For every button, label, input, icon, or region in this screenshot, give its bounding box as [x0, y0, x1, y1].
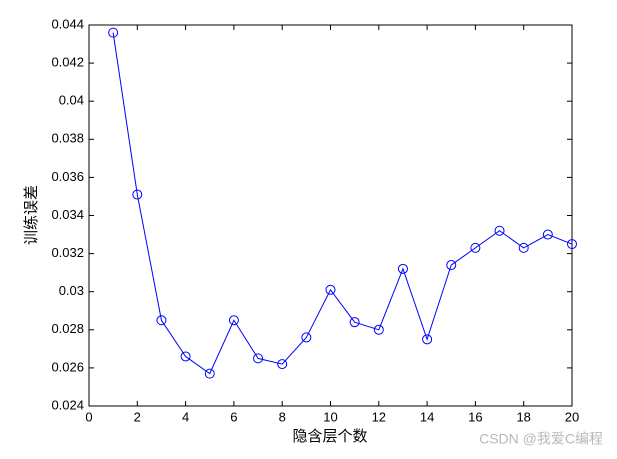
y-tick-label: 0.036 [51, 169, 84, 184]
data-point [253, 353, 264, 364]
x-tick-label: 20 [565, 409, 579, 424]
y-tick-label: 0.028 [51, 321, 84, 336]
data-point [397, 263, 408, 274]
data-point [373, 324, 384, 335]
x-tick-label: 10 [323, 409, 337, 424]
data-point [494, 225, 505, 236]
data-point [470, 242, 481, 253]
x-tick-label: 2 [134, 409, 141, 424]
data-point [132, 189, 143, 200]
x-tick-label: 18 [516, 409, 530, 424]
y-tick-label: 0.04 [59, 93, 84, 108]
y-tick-label: 0.044 [51, 16, 84, 31]
axes-box [88, 24, 573, 407]
data-point [446, 260, 457, 271]
y-tick-label: 0.024 [51, 397, 84, 412]
data-point [156, 315, 167, 326]
x-tick-label: 16 [468, 409, 482, 424]
data-point [228, 315, 239, 326]
data-point [277, 359, 288, 370]
data-point [108, 27, 119, 38]
data-point [567, 239, 577, 250]
data-point [325, 284, 336, 295]
data-point [422, 334, 433, 345]
data-point [301, 332, 312, 343]
data-point [349, 317, 360, 328]
y-tick-label: 0.032 [51, 245, 84, 260]
y-tick-label: 0.026 [51, 359, 84, 374]
y-tick-label: 0.038 [51, 131, 84, 146]
x-tick-label: 6 [230, 409, 237, 424]
data-point [180, 351, 191, 362]
data-point [542, 229, 553, 240]
y-tick-label: 0.03 [59, 283, 84, 298]
y-axis-label: 训练误差 [23, 185, 40, 245]
y-tick-label: 0.034 [51, 207, 84, 222]
x-tick-label: 4 [182, 409, 189, 424]
x-tick-label: 14 [420, 409, 434, 424]
watermark: CSDN @我爱C编程 [479, 431, 603, 447]
y-tick-label: 0.042 [51, 55, 84, 70]
x-axis-label: 隐含层个数 [292, 428, 367, 445]
data-point [204, 368, 215, 379]
x-tick-label: 8 [279, 409, 286, 424]
x-tick-label: 0 [85, 409, 92, 424]
x-tick-label: 12 [372, 409, 386, 424]
data-point [518, 242, 529, 253]
